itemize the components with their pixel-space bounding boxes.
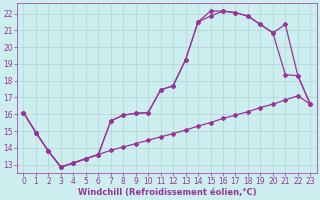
- X-axis label: Windchill (Refroidissement éolien,°C): Windchill (Refroidissement éolien,°C): [77, 188, 256, 197]
